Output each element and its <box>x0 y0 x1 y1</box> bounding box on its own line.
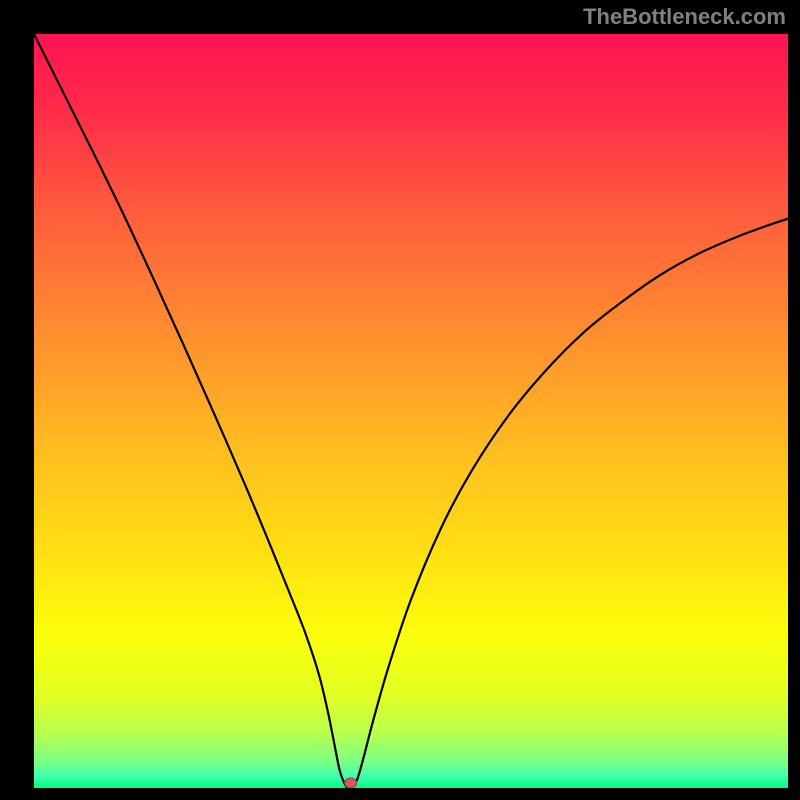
watermark-text: TheBottleneck.com <box>583 4 786 30</box>
gradient-background <box>34 34 788 788</box>
optimal-point-marker <box>345 778 357 788</box>
chart-frame <box>0 0 800 800</box>
plot-area <box>34 34 788 788</box>
chart-svg <box>34 34 788 788</box>
